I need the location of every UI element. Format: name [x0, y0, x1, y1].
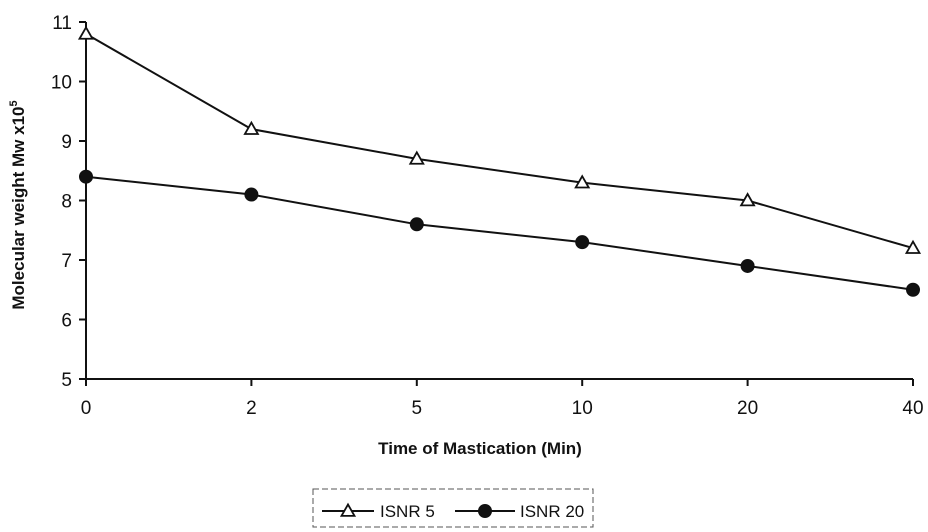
- y-ticks: 5 6 7 8 9 10 11: [51, 13, 86, 391]
- legend-item: ISNR 5: [322, 502, 435, 521]
- legend-label: ISNR 20: [520, 502, 584, 521]
- y-tick-label: 9: [61, 132, 72, 153]
- triangle-open-icon: [339, 502, 357, 517]
- series-layer: [77, 25, 922, 297]
- series-line: [85, 33, 914, 250]
- data-point: [409, 217, 424, 232]
- data-point: [244, 187, 259, 202]
- data-point: [904, 239, 922, 254]
- data-point: [77, 25, 95, 40]
- legend-label: ISNR 5: [380, 502, 435, 521]
- axes: [85, 22, 913, 380]
- data-point: [575, 235, 590, 250]
- legend-item: ISNR 20: [455, 502, 584, 521]
- y-tick-label: 7: [61, 251, 72, 272]
- series-2: [79, 169, 920, 297]
- data-point: [574, 174, 591, 189]
- series-line: [85, 175, 914, 291]
- x-tick-label: 20: [737, 398, 758, 419]
- y-tick-label: 11: [52, 13, 72, 34]
- y-tick-label: 8: [61, 192, 72, 213]
- data-point: [906, 282, 920, 297]
- y-tick-label: 10: [51, 73, 72, 94]
- y-axis-title: Molecular weight Mw x105: [8, 100, 28, 309]
- legend-frame: [312, 488, 594, 528]
- x-tick-label: 5: [412, 398, 423, 419]
- x-tick-label: 0: [81, 398, 92, 419]
- data-point: [408, 150, 425, 165]
- x-tick-label: 10: [572, 398, 593, 419]
- y-tick-label: 5: [61, 370, 72, 391]
- series-1: [77, 25, 922, 254]
- legend: ISNR 5 ISNR 20: [312, 488, 594, 528]
- x-axis-title: Time of Mastication (Min): [378, 439, 582, 458]
- data-point: [740, 258, 755, 273]
- circle-filled-icon: [478, 504, 492, 518]
- data-point: [243, 120, 260, 135]
- x-tick-label: 40: [902, 398, 923, 419]
- x-ticks: 0 2 5 10 20 40: [81, 379, 924, 419]
- y-tick-label: 6: [61, 311, 72, 332]
- data-point: [79, 169, 93, 184]
- data-point: [739, 192, 756, 207]
- x-tick-label: 2: [246, 398, 257, 419]
